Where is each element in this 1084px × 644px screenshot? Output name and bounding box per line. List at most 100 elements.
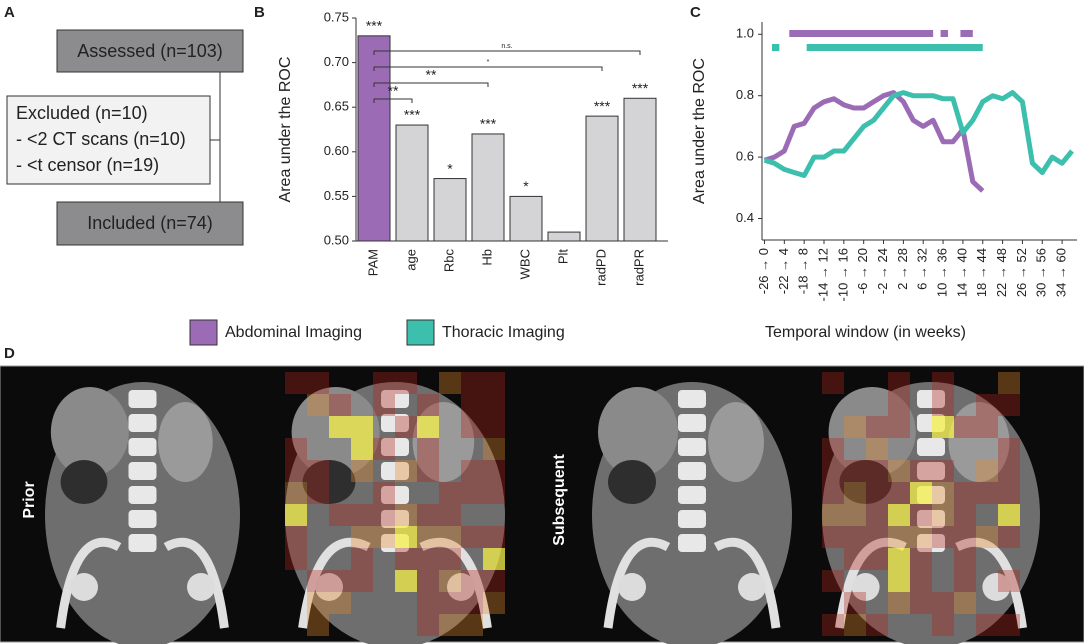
heatmap-cell [307, 614, 329, 636]
x-tick-label: 10 → 36 [935, 248, 950, 297]
ct-vertebra [678, 486, 706, 504]
heatmap-cell [844, 614, 866, 636]
y-tick-label: 0.6 [736, 149, 754, 164]
heatmap-cell [954, 482, 976, 504]
y-axis-label: Area under the ROC [691, 58, 708, 204]
heatmap-cell [998, 482, 1020, 504]
ct-femur [851, 573, 880, 601]
panel-label: D [4, 345, 15, 362]
ct-vertebra [678, 438, 706, 456]
heatmap-cell [285, 526, 307, 548]
heatmap-cell [351, 416, 373, 438]
heatmap-cell [439, 570, 461, 592]
ct-femur [982, 573, 1011, 601]
heatmap-cell [822, 438, 844, 460]
heatmap-cell [395, 504, 417, 526]
heatmap-cell [417, 592, 439, 614]
heatmap-cell [910, 526, 932, 548]
y-tick-label: 0.75 [324, 9, 349, 24]
heatmap-cell [417, 438, 439, 460]
heatmap-cell [866, 614, 888, 636]
x-tick-label: PAM [365, 249, 380, 276]
y-tick-label: 0.8 [736, 87, 754, 102]
heatmap-cell [483, 460, 505, 482]
bar [433, 178, 467, 242]
heatmap-cell [373, 394, 395, 416]
heatmap-cell [910, 460, 932, 482]
heatmap-cell [483, 416, 505, 438]
ct-organ [708, 402, 764, 482]
heatmap-cell [373, 372, 395, 394]
heatmap-cell [351, 504, 373, 526]
ct-organ [598, 387, 678, 477]
heatmap-cell [417, 548, 439, 570]
x-tick-label: -18 → 8 [796, 248, 811, 294]
box-included [56, 201, 244, 246]
heatmap-cell [351, 548, 373, 570]
heatmap-cell [395, 570, 417, 592]
y-tick-label: 0.50 [324, 232, 349, 247]
ct-pelvis [163, 537, 229, 629]
x-tick-label: -10 → 16 [835, 248, 850, 301]
heatmap-cell [932, 614, 954, 636]
heatmap-cell [461, 394, 483, 416]
heatmap-cell [307, 394, 329, 416]
y-axis-label: Area under the ROC [277, 57, 294, 203]
heatmap-cell [954, 548, 976, 570]
ct-vertebra [917, 438, 945, 456]
heatmap-cell [822, 372, 844, 394]
heatmap-cell [844, 548, 866, 570]
heatmap-cell [417, 504, 439, 526]
ct-vertebra [917, 510, 945, 528]
heatmap-cell [329, 416, 351, 438]
heatmap-cell [888, 526, 910, 548]
series-line [763, 90, 1074, 178]
x-tick-label: age [403, 249, 418, 271]
bar [585, 115, 619, 242]
heatmap-cell [888, 504, 910, 526]
heatmap-cell [954, 504, 976, 526]
ct-organ [60, 460, 108, 504]
heatmap-cell [483, 592, 505, 614]
ct-vertebra [128, 390, 157, 408]
heatmap-cell [866, 526, 888, 548]
heatmap-cell [998, 460, 1020, 482]
x-tick-label: 30 → 56 [1034, 248, 1049, 297]
bar [623, 97, 657, 242]
heatmap-cell [351, 570, 373, 592]
ct-pelvis [955, 537, 1028, 629]
significance-bar [806, 44, 983, 51]
heatmap-cell [866, 482, 888, 504]
heatmap-cell [910, 548, 932, 570]
heatmap-cell [954, 570, 976, 592]
heatmap-cell [866, 504, 888, 526]
comparison-bracket [373, 50, 641, 55]
heatmap-cell [329, 504, 351, 526]
heatmap-cell [932, 504, 954, 526]
heatmap-cell [910, 504, 932, 526]
x-tick-label: 18 → 44 [974, 248, 989, 297]
heatmap-cell [307, 372, 329, 394]
heatmap-cell [932, 592, 954, 614]
heatmap-cell [866, 460, 888, 482]
x-tick-label: -26 → 0 [756, 248, 771, 294]
heatmap-cell [329, 570, 351, 592]
heatmap-cell [285, 504, 307, 526]
heatmap-cell [822, 570, 844, 592]
heatmap-cell [954, 416, 976, 438]
ct-femur [315, 573, 343, 601]
heatmap-cell [461, 482, 483, 504]
heatmap-cell [822, 460, 844, 482]
heatmap-cell [417, 614, 439, 636]
significance-label: *** [594, 98, 611, 114]
comparison-label: ** [426, 67, 437, 83]
heatmap-cell [417, 394, 439, 416]
heatmap-cell [998, 570, 1020, 592]
heatmap-cell [395, 416, 417, 438]
heatmap-cell [351, 526, 373, 548]
heatmap-cell [329, 394, 351, 416]
ct-pelvis [56, 537, 122, 629]
heatmap-cell [998, 438, 1020, 460]
